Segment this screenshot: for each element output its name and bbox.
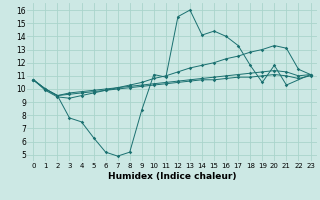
X-axis label: Humidex (Indice chaleur): Humidex (Indice chaleur) xyxy=(108,172,236,181)
